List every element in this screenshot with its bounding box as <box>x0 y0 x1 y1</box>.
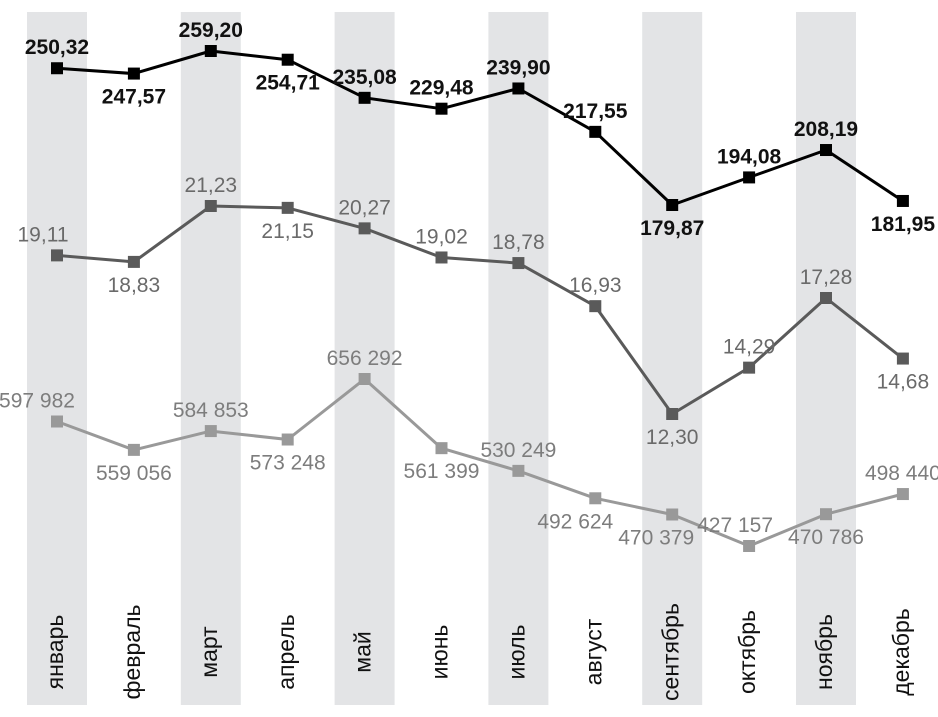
category-label: май <box>350 631 376 672</box>
data-label: 559 056 <box>96 462 172 485</box>
category-label: октябрь <box>734 610 760 694</box>
data-label: 20,27 <box>338 196 391 219</box>
data-label: 14,29 <box>723 336 776 359</box>
data-point <box>666 408 679 420</box>
data-label: 597 982 <box>0 389 75 412</box>
data-point <box>743 361 756 374</box>
data-label: 217,55 <box>563 100 628 123</box>
series-markers <box>51 45 909 552</box>
data-label: 229,48 <box>409 77 474 100</box>
data-point <box>358 373 371 385</box>
data-point <box>51 62 63 75</box>
data-label: 573 248 <box>250 452 326 475</box>
data-label: 239,90 <box>486 56 550 79</box>
category-label: январь <box>42 615 68 690</box>
data-point <box>435 102 448 115</box>
data-point <box>743 540 756 552</box>
series-line-2 <box>56 204 904 416</box>
category-label: июнь <box>427 625 453 680</box>
data-point <box>281 53 294 66</box>
data-point <box>666 199 679 211</box>
data-label: 492 624 <box>537 510 613 533</box>
data-label: 181,95 <box>871 213 936 236</box>
data-point <box>896 488 909 501</box>
data-point <box>127 255 140 268</box>
data-point <box>51 249 63 262</box>
data-point <box>358 222 371 235</box>
data-point <box>51 415 63 428</box>
data-point <box>896 352 909 365</box>
data-point <box>127 67 140 80</box>
data-label: 194,08 <box>717 145 782 168</box>
data-point <box>589 492 602 505</box>
data-point <box>358 91 371 104</box>
data-point <box>820 144 832 157</box>
data-point <box>512 82 525 95</box>
data-label: 19,02 <box>415 225 468 248</box>
series-line-3 <box>56 377 904 548</box>
data-label: 21,23 <box>185 174 238 197</box>
data-point <box>589 125 602 138</box>
data-label: 254,71 <box>256 72 321 95</box>
data-label: 530 249 <box>480 439 556 462</box>
category-label: февраль <box>119 605 145 700</box>
data-label: 14,68 <box>877 371 930 394</box>
data-label: 179,87 <box>640 217 704 240</box>
data-point <box>512 464 525 477</box>
data-label: 19,11 <box>18 223 69 246</box>
data-label: 235,08 <box>332 66 397 89</box>
data-point <box>281 201 294 214</box>
data-point <box>435 442 448 455</box>
series-lines <box>56 49 904 548</box>
column-band <box>180 12 241 705</box>
data-point <box>204 200 217 212</box>
data-point <box>820 292 832 305</box>
data-point <box>204 425 217 438</box>
data-label: 250,32 <box>25 36 89 59</box>
data-point <box>512 257 525 270</box>
data-point <box>435 251 448 264</box>
category-labels: январь февраль март апрель май июнь июль август… <box>42 603 914 701</box>
column-band <box>488 12 549 705</box>
series-line-1 <box>56 49 904 207</box>
category-label: июль <box>503 624 529 679</box>
data-point <box>589 300 602 313</box>
column-band <box>796 12 856 705</box>
data-label: 259,20 <box>179 19 243 42</box>
data-label: 17,28 <box>800 266 853 289</box>
data-label: 12,30 <box>646 426 699 449</box>
category-label: сентябрь <box>657 603 683 701</box>
data-label: 208,19 <box>794 118 858 141</box>
data-labels: 250,32 247,57 259,20 254,71 235,08 229,48 239,… <box>0 19 938 549</box>
data-label: 18,78 <box>492 231 545 254</box>
column-band <box>334 12 395 705</box>
category-label: август <box>580 618 606 685</box>
column-band <box>642 12 703 705</box>
data-point <box>666 508 679 521</box>
column-bands <box>27 12 856 705</box>
category-label: апрель <box>273 614 299 689</box>
data-label: 21,15 <box>261 220 314 243</box>
data-label: 584 853 <box>173 399 249 422</box>
data-point <box>281 433 294 446</box>
data-point <box>820 508 832 521</box>
data-point <box>743 171 756 184</box>
data-label: 18,83 <box>108 274 161 297</box>
column-band <box>27 12 87 705</box>
category-label: март <box>196 626 222 678</box>
data-label: 656 292 <box>327 347 403 370</box>
data-point <box>896 194 909 207</box>
data-label: 498 440 <box>865 462 938 485</box>
data-point <box>127 443 140 456</box>
data-label: 470 379 <box>618 526 694 549</box>
data-label: 427 157 <box>697 514 773 537</box>
data-point <box>204 45 217 57</box>
data-label: 561 399 <box>404 460 480 483</box>
category-label: ноябрь <box>811 614 837 690</box>
data-label: 470 786 <box>788 526 864 549</box>
data-label: 16,93 <box>569 274 622 297</box>
data-label: 247,57 <box>102 86 166 109</box>
category-label: декабрь <box>888 608 914 696</box>
